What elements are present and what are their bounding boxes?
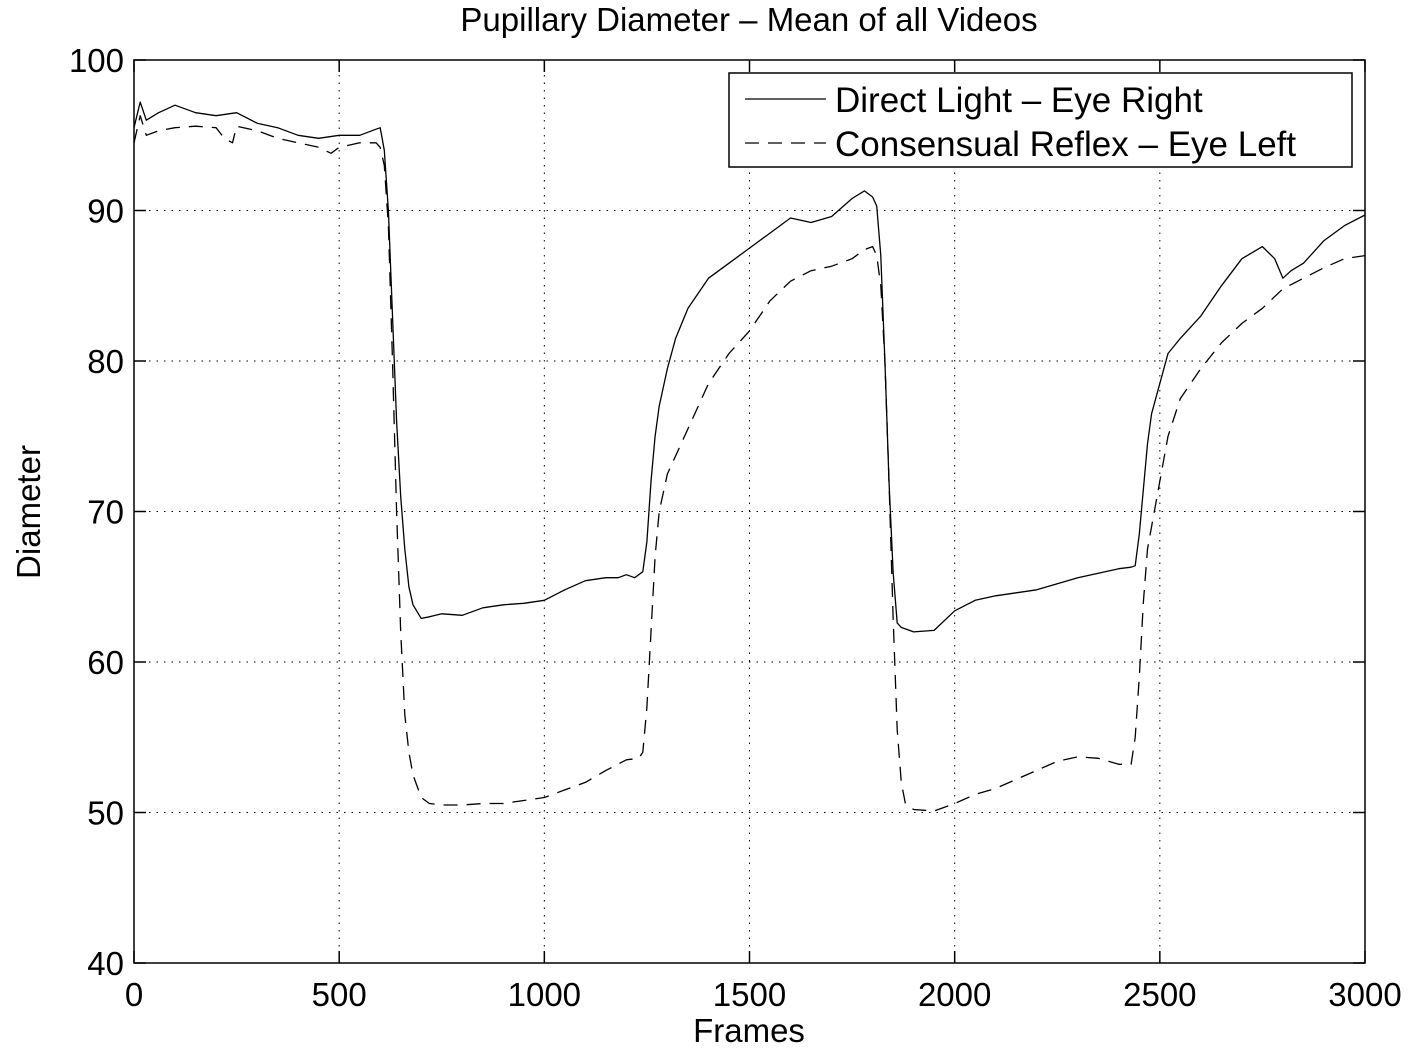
ticks	[133, 59, 1366, 964]
legend-label-direct-light: Direct Light – Eye Right	[835, 81, 1203, 120]
legend: Direct Light – Eye Right Consensual Refl…	[728, 72, 1353, 168]
series-line-consensual-reflex	[133, 115, 1366, 812]
y-tick-label: 100	[69, 42, 124, 79]
y-tick-label: 50	[87, 795, 124, 832]
series-line-direct-light	[133, 101, 1366, 633]
x-tick-label: 2500	[1123, 976, 1196, 1013]
legend-box	[728, 72, 1353, 168]
x-tick-label: 1000	[508, 976, 581, 1013]
legend-label-consensual-reflex: Consensual Reflex – Eye Left	[835, 125, 1296, 164]
y-tick-label: 60	[87, 644, 124, 681]
y-tick-labels: 40 50 60 70 80 90 100	[69, 42, 124, 982]
y-tick-label: 80	[87, 343, 124, 380]
y-tick-label: 40	[87, 945, 124, 982]
y-axis-title: Diameter	[10, 445, 47, 579]
x-tick-label: 1500	[713, 976, 786, 1013]
x-axis-title: Frames	[693, 1012, 805, 1049]
y-tick-label: 90	[87, 193, 124, 230]
x-tick-label: 500	[312, 976, 367, 1013]
x-tick-labels: 0 500 1000 1500 2000 2500 3000	[125, 976, 1402, 1013]
series-layer	[133, 101, 1366, 812]
x-tick-label: 2000	[918, 976, 991, 1013]
grid	[134, 60, 1365, 963]
x-tick-label: 3000	[1328, 976, 1401, 1013]
chart-title: Pupillary Diameter – Mean of all Videos	[460, 1, 1037, 38]
x-tick-label: 0	[125, 976, 143, 1013]
y-tick-label: 70	[87, 494, 124, 531]
